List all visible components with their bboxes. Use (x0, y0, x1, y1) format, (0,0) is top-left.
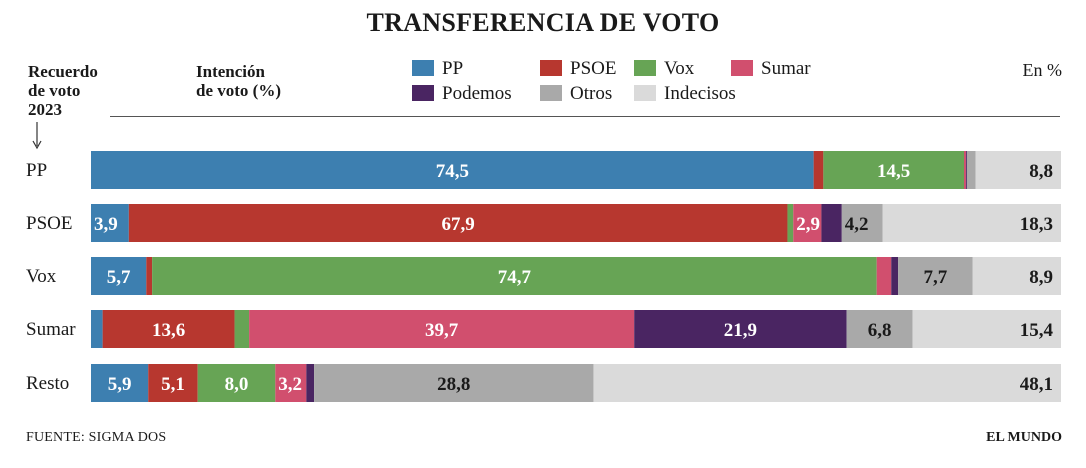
legend-item-sumar: Sumar (731, 58, 811, 80)
row-axis-header-line1: Recuerdo (28, 62, 98, 81)
row-label-pp: PP (26, 160, 48, 181)
legend-item-pp: PP (412, 58, 463, 80)
bar-pp-otros (966, 151, 976, 189)
data-label-vox-indecisos: 8,9 (1029, 267, 1053, 288)
row-label-sumar: Sumar (26, 319, 76, 340)
data-label-resto-pp: 5,9 (108, 374, 132, 395)
legend-item-vox: Vox (634, 58, 694, 80)
down-arrow-icon (32, 122, 42, 150)
bar-vox-indecisos (972, 257, 1061, 295)
legend-label: PP (442, 58, 464, 79)
legend-swatch (412, 60, 434, 76)
bar-psoe-pp (91, 204, 129, 242)
value-axis-header-line1: Intención (196, 62, 265, 81)
publisher-logo: EL MUNDO (986, 430, 1062, 445)
data-label-resto-vox: 8,0 (225, 374, 249, 395)
data-label-resto-psoe: 5,1 (161, 374, 185, 395)
legend-label: Otros (570, 83, 613, 104)
data-label-sumar-otros: 6,8 (868, 320, 892, 341)
legend-swatch (412, 85, 434, 101)
bar-resto-otros (314, 364, 594, 402)
bar-resto-psoe (148, 364, 198, 402)
bar-resto-indecisos (593, 364, 1061, 402)
legend-swatch (540, 60, 562, 76)
bar-pp-indecisos (975, 151, 1061, 189)
legend-label: Sumar (761, 58, 811, 79)
value-axis-header-line2: de voto (%) (196, 81, 281, 100)
data-label-sumar-indecisos: 15,4 (1020, 320, 1054, 341)
bar-vox-pp (91, 257, 147, 295)
row-axis-header-line3: 2023 (28, 100, 62, 119)
data-label-resto-sumar: 3,2 (278, 374, 302, 395)
bar-vox-otros (898, 257, 973, 295)
row-axis-header-line2: de voto (28, 81, 81, 100)
row-axis-header: Recuerdo de voto 2023 (28, 62, 138, 119)
data-label-vox-otros: 7,7 (924, 267, 948, 288)
bar-psoe-indecisos (882, 204, 1061, 242)
bar-resto-pp (91, 364, 149, 402)
bar-pp-podemos (965, 151, 967, 189)
bar-vox-vox (152, 257, 877, 295)
data-label-psoe-psoe: 67,9 (442, 214, 475, 235)
legend-item-indecisos: Indecisos (634, 83, 736, 105)
bar-resto-podemos (306, 364, 315, 402)
data-label-vox-vox: 74,7 (498, 267, 532, 288)
bar-psoe-vox (787, 204, 794, 242)
bar-pp-sumar (964, 151, 966, 189)
bar-sumar-podemos (634, 310, 847, 348)
value-axis-header: Intención de voto (%) (196, 62, 336, 100)
bar-psoe-psoe (128, 204, 788, 242)
row-label-vox: Vox (26, 266, 57, 287)
data-label-pp-indecisos: 8,8 (1029, 161, 1053, 182)
legend-label: Vox (664, 58, 695, 79)
legend-swatch (634, 60, 656, 76)
data-label-sumar-sumar: 39,7 (425, 320, 459, 341)
bar-sumar-psoe (102, 310, 235, 348)
bar-sumar-indecisos (912, 310, 1061, 348)
bar-vox-sumar (876, 257, 892, 295)
data-label-psoe-sumar: 2,9 (796, 214, 820, 235)
bar-sumar-otros (846, 310, 913, 348)
data-label-sumar-psoe: 13,6 (152, 320, 185, 341)
bar-pp-pp (91, 151, 814, 189)
legend-label: Indecisos (664, 83, 736, 104)
legend-swatch (634, 85, 656, 101)
bar-psoe-otros (841, 204, 883, 242)
bar-vox-podemos (891, 257, 899, 295)
row-label-psoe: PSOE (26, 213, 73, 234)
bar-sumar-sumar (249, 310, 635, 348)
data-label-sumar-podemos: 21,9 (724, 320, 757, 341)
legend-item-psoe: PSOE (540, 58, 616, 80)
legend-label: Podemos (442, 83, 512, 104)
data-label-resto-indecisos: 48,1 (1020, 374, 1053, 395)
legend-label: PSOE (570, 58, 617, 79)
bar-vox-psoe (146, 257, 153, 295)
legend-swatch (731, 60, 753, 76)
source-note: FUENTE: SIGMA DOS (26, 430, 167, 445)
bar-pp-vox (823, 151, 964, 189)
data-label-resto-otros: 28,8 (437, 374, 470, 395)
bar-resto-sumar (275, 364, 307, 402)
bar-sumar-pp (91, 310, 103, 348)
legend-swatch (540, 85, 562, 101)
data-label-pp-pp: 74,5 (436, 161, 469, 182)
data-label-psoe-pp: 3,9 (94, 214, 118, 235)
data-label-psoe-indecisos: 18,3 (1020, 214, 1053, 235)
legend-item-podemos: Podemos (412, 83, 512, 105)
header-divider (110, 116, 1060, 117)
data-label-vox-pp: 5,7 (107, 267, 131, 288)
bar-psoe-podemos (821, 204, 842, 242)
bar-resto-vox (197, 364, 276, 402)
data-label-psoe-otros: 4,2 (845, 214, 869, 235)
row-label-resto: Resto (26, 373, 70, 394)
bar-pp-psoe (813, 151, 824, 189)
bar-sumar-vox (234, 310, 250, 348)
legend-item-otros: Otros (540, 83, 612, 105)
bar-psoe-sumar (793, 204, 822, 242)
data-label-pp-vox: 14,5 (877, 161, 910, 182)
chart-title: TRANSFERENCIA DE VOTO (366, 8, 720, 37)
unit-label: En % (1022, 60, 1063, 80)
